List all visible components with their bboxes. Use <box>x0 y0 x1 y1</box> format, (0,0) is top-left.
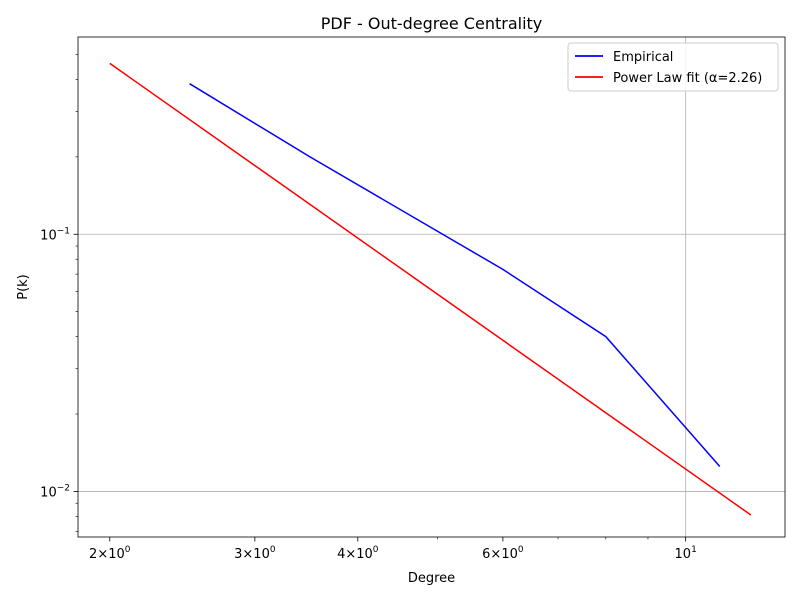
chart-title: PDF - Out-degree Centrality <box>321 14 543 33</box>
y-tick-label: 10−2 <box>40 483 70 500</box>
x-tick-label: 2×100 <box>89 545 131 562</box>
x-tick-label: 4×100 <box>337 545 379 562</box>
legend-entry-label: Empirical <box>613 50 673 65</box>
legend-entry-label: Power Law fit (α=2.26) <box>613 71 762 86</box>
grid <box>78 37 785 537</box>
x-tick-label: 101 <box>675 545 697 562</box>
x-axis-label: Degree <box>408 571 455 586</box>
x-axis-ticks: 2×100 3×100 4×100 6×100 101 <box>89 537 697 562</box>
x-tick-label: 6×100 <box>482 545 524 562</box>
plot-frame <box>77 36 786 538</box>
y-axis-ticks: 10−2 10−1 <box>40 54 78 532</box>
legend: Empirical Power Law fit (α=2.26) <box>567 42 779 92</box>
series-line-empirical <box>189 83 721 467</box>
y-axis-label: P(k) <box>16 274 31 300</box>
x-tick-label: 3×100 <box>234 545 276 562</box>
legend-box <box>567 42 779 92</box>
y-tick-label: 10−1 <box>40 226 70 243</box>
series-layer <box>109 62 752 516</box>
series-line-power-law-fit <box>109 62 752 516</box>
